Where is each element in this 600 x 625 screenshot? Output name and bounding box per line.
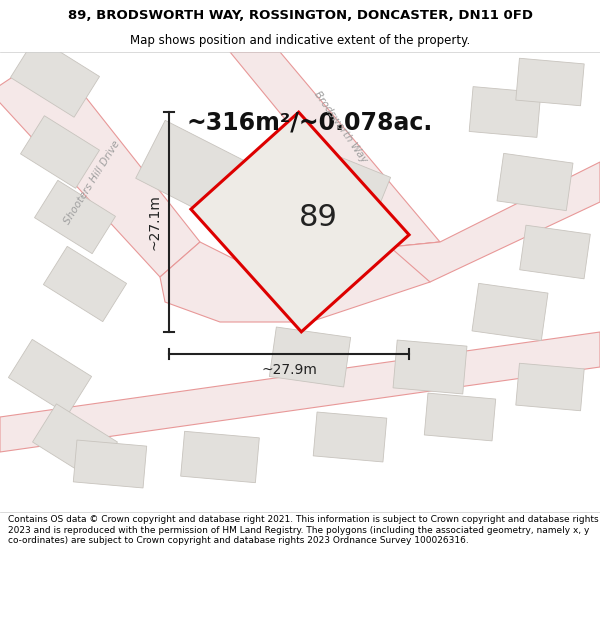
Text: 89: 89 (299, 202, 337, 231)
Polygon shape (390, 162, 600, 282)
Polygon shape (0, 52, 200, 277)
Polygon shape (313, 412, 387, 462)
Polygon shape (520, 225, 590, 279)
Text: ~27.1m: ~27.1m (148, 194, 162, 250)
Text: Shooters Hill Drive: Shooters Hill Drive (62, 138, 122, 226)
Text: ~27.9m: ~27.9m (261, 363, 317, 377)
Polygon shape (516, 58, 584, 106)
Polygon shape (269, 327, 350, 387)
Polygon shape (0, 332, 600, 452)
Polygon shape (191, 112, 409, 332)
Polygon shape (469, 87, 541, 138)
Text: 89, BRODSWORTH WAY, ROSSINGTON, DONCASTER, DN11 0FD: 89, BRODSWORTH WAY, ROSSINGTON, DONCASTE… (67, 9, 533, 22)
Polygon shape (160, 242, 440, 322)
Polygon shape (230, 52, 440, 247)
Polygon shape (136, 121, 254, 224)
Polygon shape (8, 339, 92, 414)
Text: ~316m²/~0.078ac.: ~316m²/~0.078ac. (187, 110, 433, 134)
Polygon shape (393, 340, 467, 394)
Polygon shape (497, 153, 573, 211)
Polygon shape (43, 246, 127, 322)
Polygon shape (35, 181, 115, 254)
Polygon shape (250, 132, 391, 252)
Text: Brodsworth Way: Brodsworth Way (311, 89, 368, 164)
Polygon shape (181, 431, 259, 482)
Polygon shape (32, 404, 118, 480)
Text: Contains OS data © Crown copyright and database right 2021. This information is : Contains OS data © Crown copyright and d… (8, 516, 598, 545)
Polygon shape (516, 363, 584, 411)
Polygon shape (20, 116, 100, 188)
Polygon shape (73, 440, 146, 488)
Polygon shape (424, 393, 496, 441)
Polygon shape (472, 283, 548, 341)
Text: Map shows position and indicative extent of the property.: Map shows position and indicative extent… (130, 34, 470, 47)
Polygon shape (10, 37, 100, 118)
